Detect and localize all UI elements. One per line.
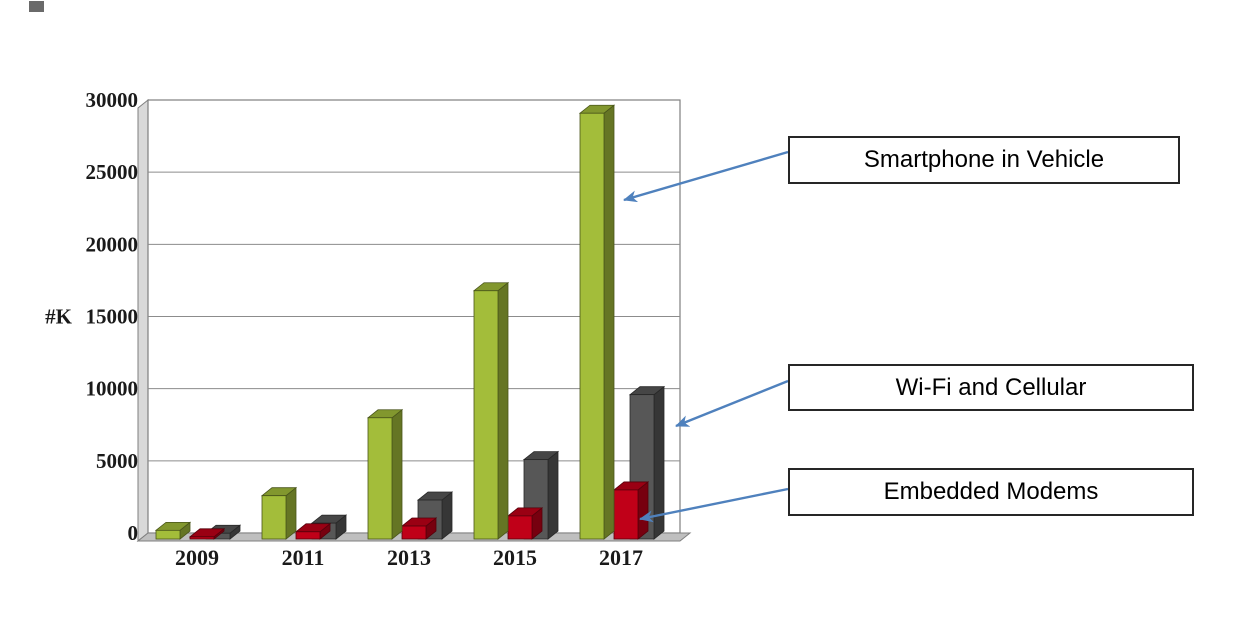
x-category-label: 2017 [599, 545, 643, 570]
callout-arrow-embedded-modems [639, 487, 789, 523]
bar-smartphone-in-vehicle-2011 [260, 486, 298, 540]
y-tick-label: 10000 [86, 377, 139, 401]
callout-arrow-wifi-and-cellular [675, 379, 789, 428]
y-tick-label: 25000 [86, 160, 139, 184]
callout-arrow-smartphone-in-vehicle [623, 150, 789, 203]
bar-embedded-modems-2009 [188, 528, 226, 540]
callout-label-smartphone-in-vehicle: Smartphone in Vehicle [863, 146, 1105, 173]
cropped-artifact [29, 1, 44, 12]
callout-smartphone-in-vehicle: Smartphone in Vehicle [788, 136, 1180, 184]
chart-side-wall [137, 98, 149, 543]
bar-smartphone-in-vehicle-2009 [154, 521, 192, 540]
x-category-label: 2015 [493, 545, 537, 570]
bar-smartphone-in-vehicle-2017 [578, 104, 616, 540]
x-category-label: 2009 [175, 545, 219, 570]
callout-wifi-and-cellular: Wi-Fi and Cellular [788, 364, 1194, 411]
bar-embedded-modems-2015 [506, 507, 544, 540]
callout-embedded-modems: Embedded Modems [788, 468, 1194, 516]
callout-label-embedded-modems: Embedded Modems [883, 478, 1099, 505]
bar-smartphone-in-vehicle-2013 [366, 408, 404, 540]
y-tick-label: 15000 [86, 305, 139, 329]
callout-label-wifi-and-cellular: Wi-Fi and Cellular [895, 373, 1087, 401]
bar-embedded-modems-2013 [400, 517, 438, 540]
bar-embedded-modems-2011 [294, 522, 332, 540]
y-axis-title: #K [45, 305, 73, 329]
x-category-label: 2011 [282, 545, 325, 570]
y-tick-label: 5000 [96, 449, 138, 473]
y-tick-label: 30000 [86, 88, 139, 112]
bar-embedded-modems-2017 [612, 481, 650, 540]
y-tick-label: 0 [128, 521, 139, 545]
y-tick-label: 20000 [86, 232, 139, 256]
bar-smartphone-in-vehicle-2015 [472, 281, 510, 540]
x-category-label: 2013 [387, 545, 431, 570]
